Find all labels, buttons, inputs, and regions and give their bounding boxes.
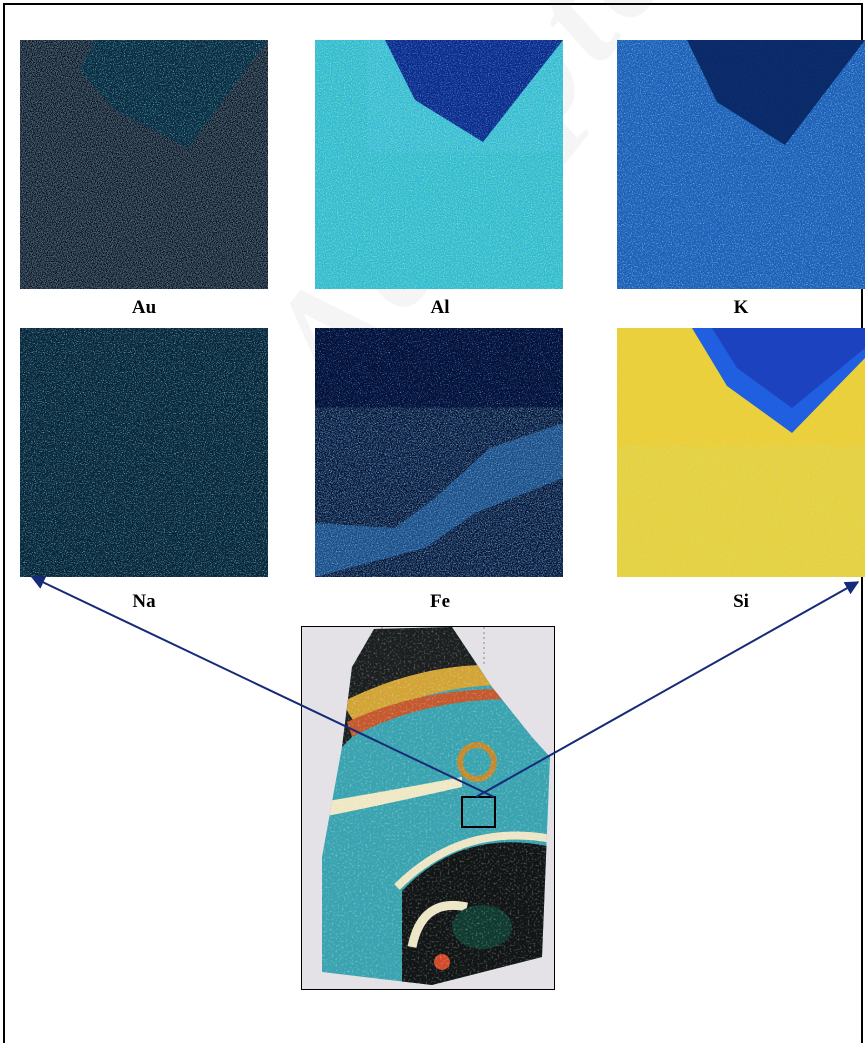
au-elemental-map — [20, 40, 268, 289]
si-elemental-map — [617, 328, 865, 577]
al-elemental-map — [315, 40, 563, 289]
element-label-au: Au — [131, 297, 157, 318]
sample-photograph — [301, 626, 555, 990]
element-label-na: Na — [132, 591, 156, 612]
fe-elemental-map — [315, 328, 563, 577]
element-label-k: K — [733, 297, 749, 318]
na-elemental-map — [20, 328, 268, 577]
k-elemental-map — [617, 40, 865, 289]
element-label-si: Si — [733, 591, 749, 612]
element-label-fe: Fe — [429, 591, 451, 612]
element-label-al: Al — [430, 297, 450, 318]
